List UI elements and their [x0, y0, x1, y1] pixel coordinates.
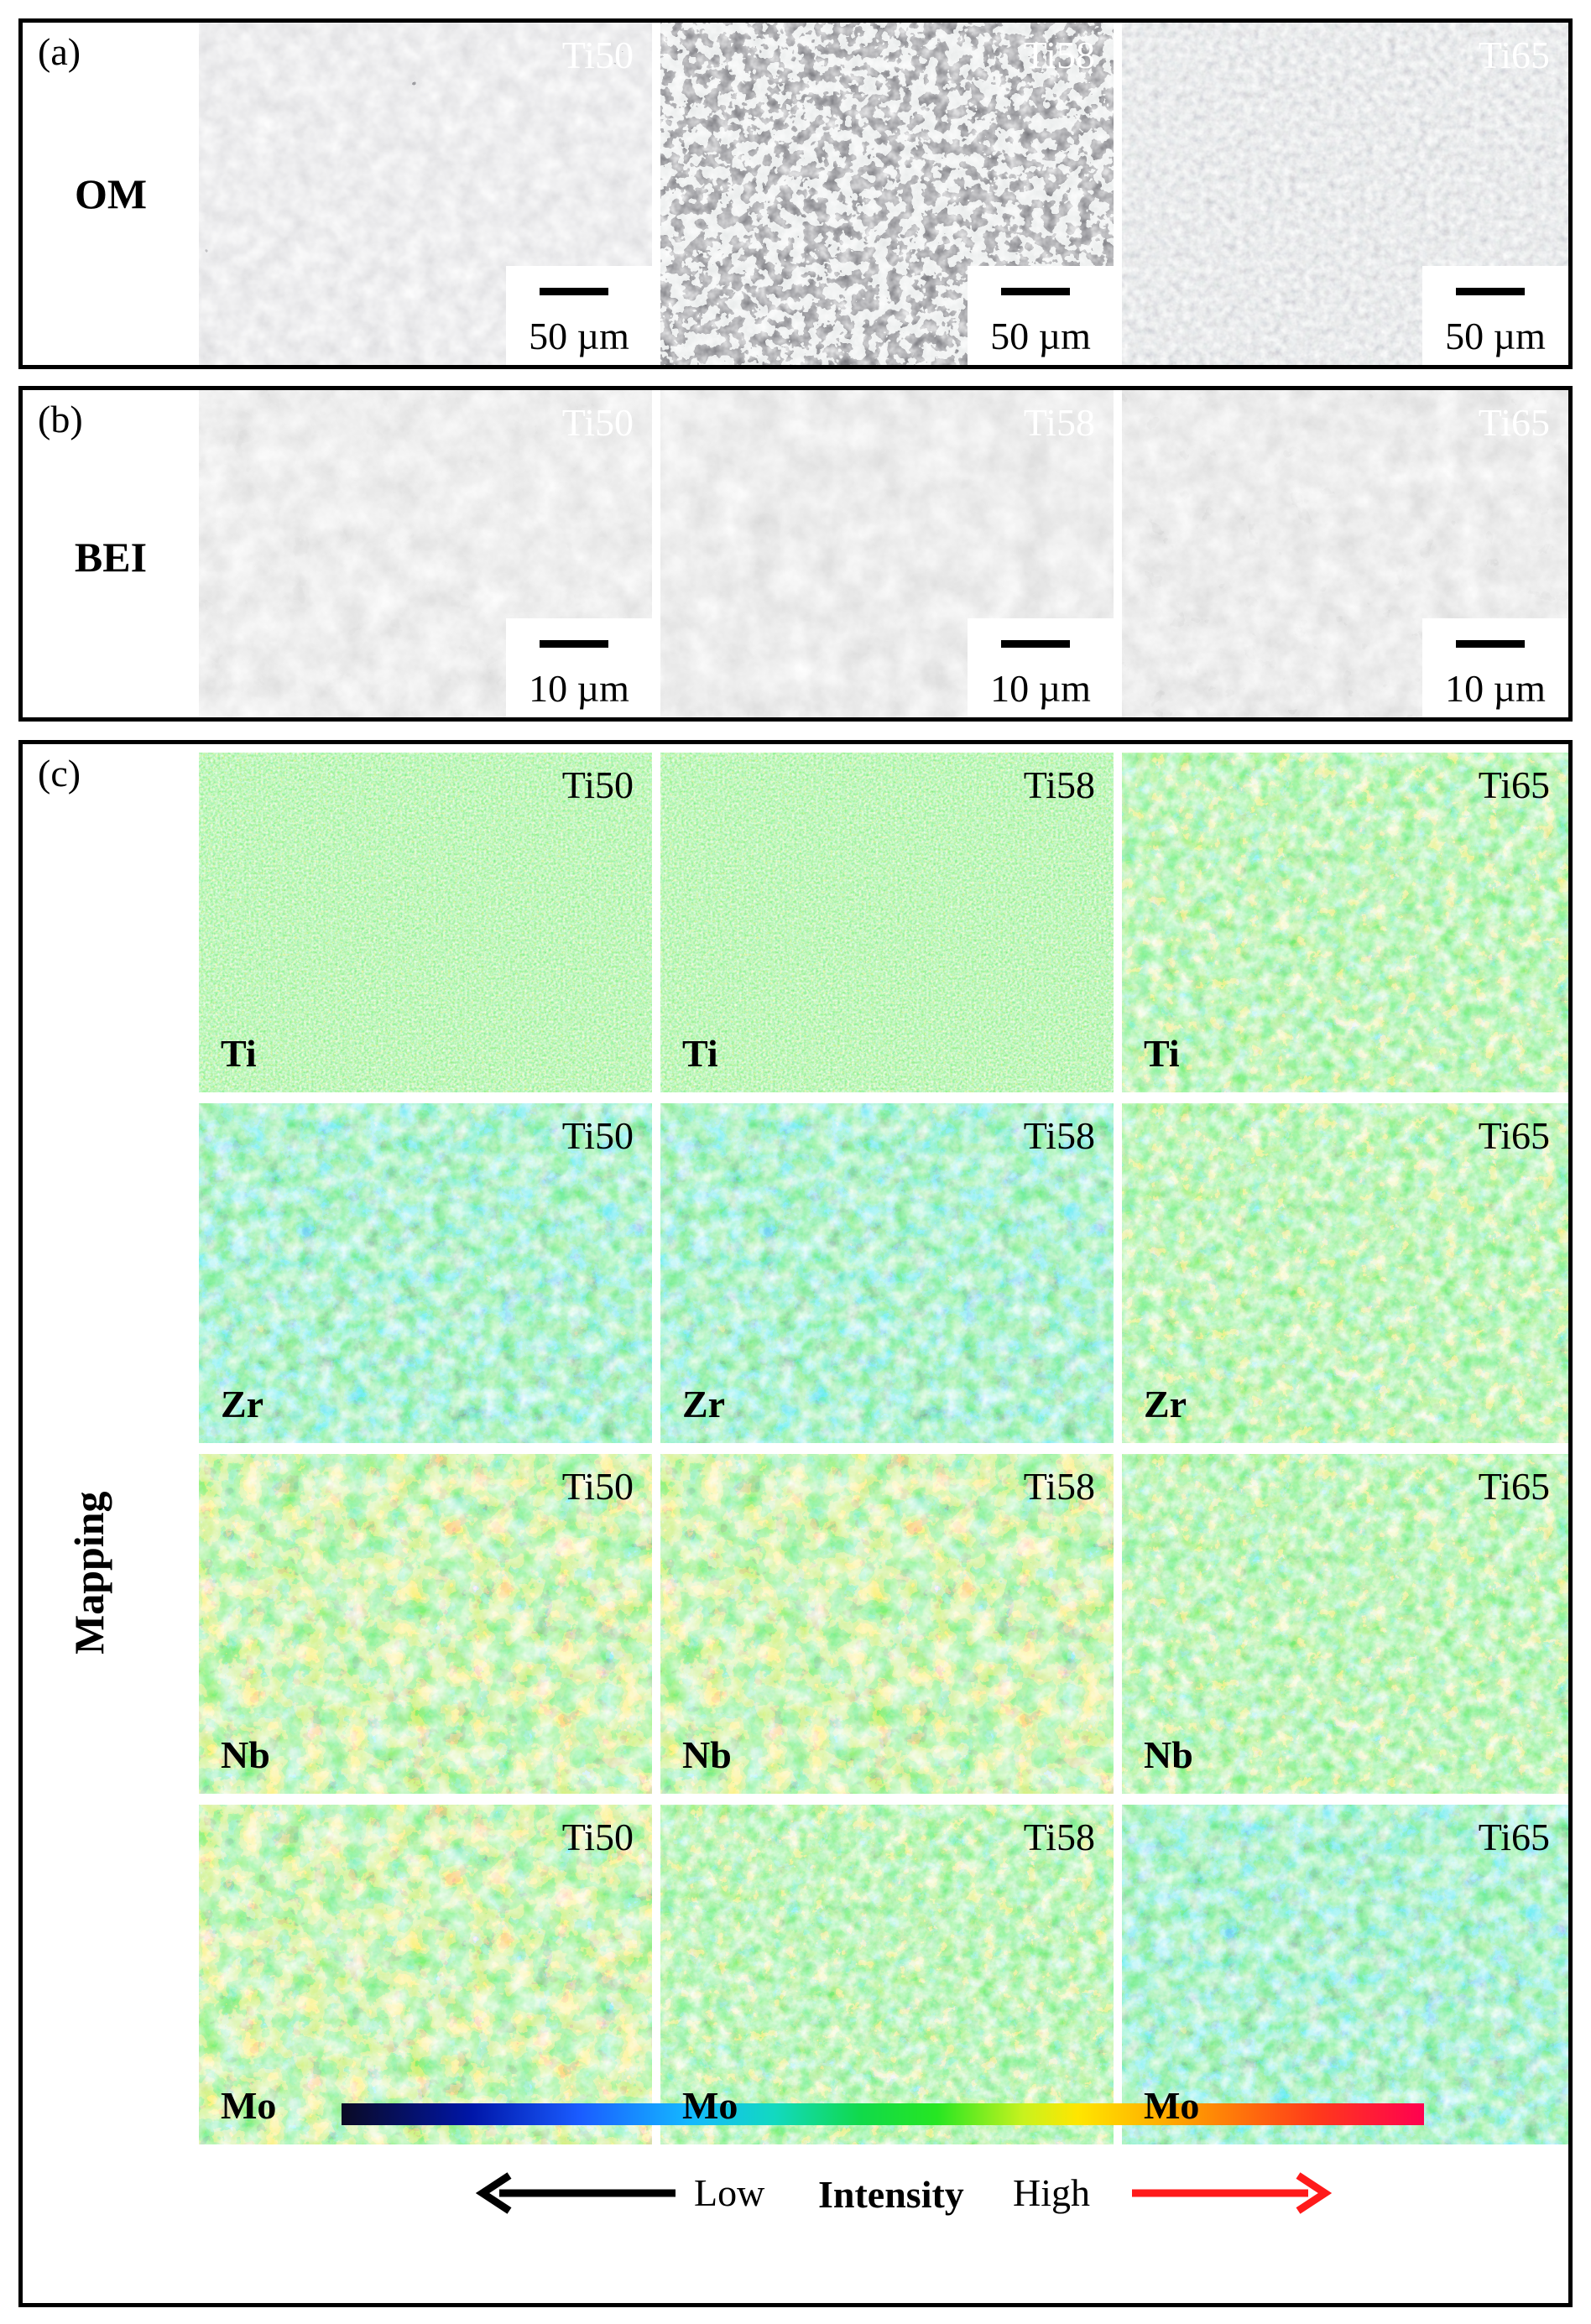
scale-bar: 50 µm — [968, 266, 1114, 365]
element-label: Nb — [1144, 1733, 1193, 1776]
map-nb-ti50: Ti50 Nb — [199, 1454, 652, 1794]
element-label: Zr — [1144, 1383, 1187, 1425]
alloy-label: Ti65 — [1478, 1114, 1550, 1157]
bei-image-ti58: Ti58 10 µm — [660, 390, 1114, 717]
alloy-label: Ti58 — [1023, 1465, 1095, 1508]
alloy-label: Ti65 — [1478, 401, 1550, 444]
panel-c-letter: (c) — [38, 752, 81, 795]
map-zr-ti58: Ti58 Zr — [660, 1103, 1114, 1443]
element-label: Nb — [682, 1733, 732, 1776]
panel-c-mapping: (c) Mapping Ti50 Ti Ti58 Ti Ti65 Ti Ti50… — [18, 740, 1573, 2307]
alloy-label: Ti58 — [1023, 1114, 1095, 1157]
element-label: Mo — [1144, 2084, 1200, 2127]
map-ti-ti65: Ti65 Ti — [1122, 753, 1568, 1092]
bei-row-label: BEI — [74, 534, 148, 581]
alloy-label: Ti50 — [561, 763, 634, 806]
alloy-label: Ti50 — [561, 34, 634, 76]
colorbar-low-label: Low — [694, 2171, 765, 2214]
colorbar-title: Intensity — [818, 2173, 964, 2216]
scale-bar: 10 µm — [506, 618, 652, 717]
alloy-label: Ti58 — [1023, 34, 1095, 76]
alloy-label: Ti58 — [1023, 1816, 1095, 1858]
scale-bar-text: 50 µm — [990, 315, 1091, 357]
alloy-label: Ti65 — [1478, 1465, 1550, 1508]
scale-bar-text: 10 µm — [529, 667, 629, 710]
scale-bar-text: 50 µm — [529, 315, 629, 357]
bei-image-ti50: Ti50 10 µm — [199, 390, 652, 717]
arrow-left-icon — [476, 2172, 676, 2214]
map-mo-ti65: Ti65 Mo — [1122, 1805, 1568, 2144]
map-nb-ti58: Ti58 Nb — [660, 1454, 1114, 1794]
element-label: Nb — [221, 1733, 270, 1776]
om-row-label: OM — [74, 170, 148, 217]
element-label: Ti — [1144, 1032, 1180, 1075]
element-label: Zr — [682, 1383, 726, 1425]
scale-bar: 50 µm — [506, 266, 652, 365]
alloy-label: Ti50 — [561, 1816, 634, 1858]
alloy-label: Ti58 — [1023, 763, 1095, 806]
element-label: Ti — [221, 1032, 257, 1075]
scale-bar: 10 µm — [1422, 618, 1568, 717]
map-ti-ti58: Ti58 Ti — [660, 753, 1114, 1092]
scale-bar-text: 10 µm — [1445, 667, 1546, 710]
scale-bar-text: 10 µm — [990, 667, 1091, 710]
map-ti-ti50: Ti50 Ti — [199, 753, 652, 1092]
arrow-right-icon — [1132, 2172, 1332, 2214]
alloy-label: Ti58 — [1023, 401, 1095, 444]
map-nb-ti65: Ti65 Nb — [1122, 1454, 1568, 1794]
element-label: Ti — [682, 1032, 718, 1075]
map-mo-ti50: Ti50 Mo — [199, 1805, 652, 2144]
mapping-row-label: Mapping — [65, 1491, 112, 1654]
om-image-ti50: Ti50 50 µm — [199, 23, 652, 365]
scale-bar: 50 µm — [1422, 266, 1568, 365]
alloy-label: Ti50 — [561, 1465, 634, 1508]
alloy-label: Ti65 — [1478, 1816, 1550, 1858]
panel-b-letter: (b) — [38, 398, 83, 440]
alloy-label: Ti50 — [561, 401, 634, 444]
map-mo-ti58: Ti58 Mo — [660, 1805, 1114, 2144]
map-zr-ti50: Ti50 Zr — [199, 1103, 652, 1443]
element-label: Zr — [221, 1383, 264, 1425]
panel-b-bei: (b) BEI Ti50 10 µm Ti58 10 µm Ti65 10 µm — [18, 386, 1573, 722]
om-image-ti58: Ti58 50 µm — [660, 23, 1114, 365]
om-image-ti65: Ti65 50 µm — [1122, 23, 1568, 365]
scale-bar: 10 µm — [968, 618, 1114, 717]
scale-bar-text: 50 µm — [1445, 315, 1546, 357]
element-label: Mo — [682, 2084, 738, 2127]
panel-a-om: (a) OM Ti50 50 µm Ti58 50 µm Ti65 50 µm — [18, 18, 1573, 369]
panel-a-letter: (a) — [38, 30, 81, 73]
alloy-label: Ti50 — [561, 1114, 634, 1157]
map-zr-ti65: Ti65 Zr — [1122, 1103, 1568, 1443]
colorbar-high-label: High — [1013, 2171, 1090, 2214]
alloy-label: Ti65 — [1478, 34, 1550, 76]
intensity-colorbar — [342, 2103, 1424, 2125]
alloy-label: Ti65 — [1478, 763, 1550, 806]
element-label: Mo — [221, 2084, 277, 2127]
bei-image-ti65: Ti65 10 µm — [1122, 390, 1568, 717]
